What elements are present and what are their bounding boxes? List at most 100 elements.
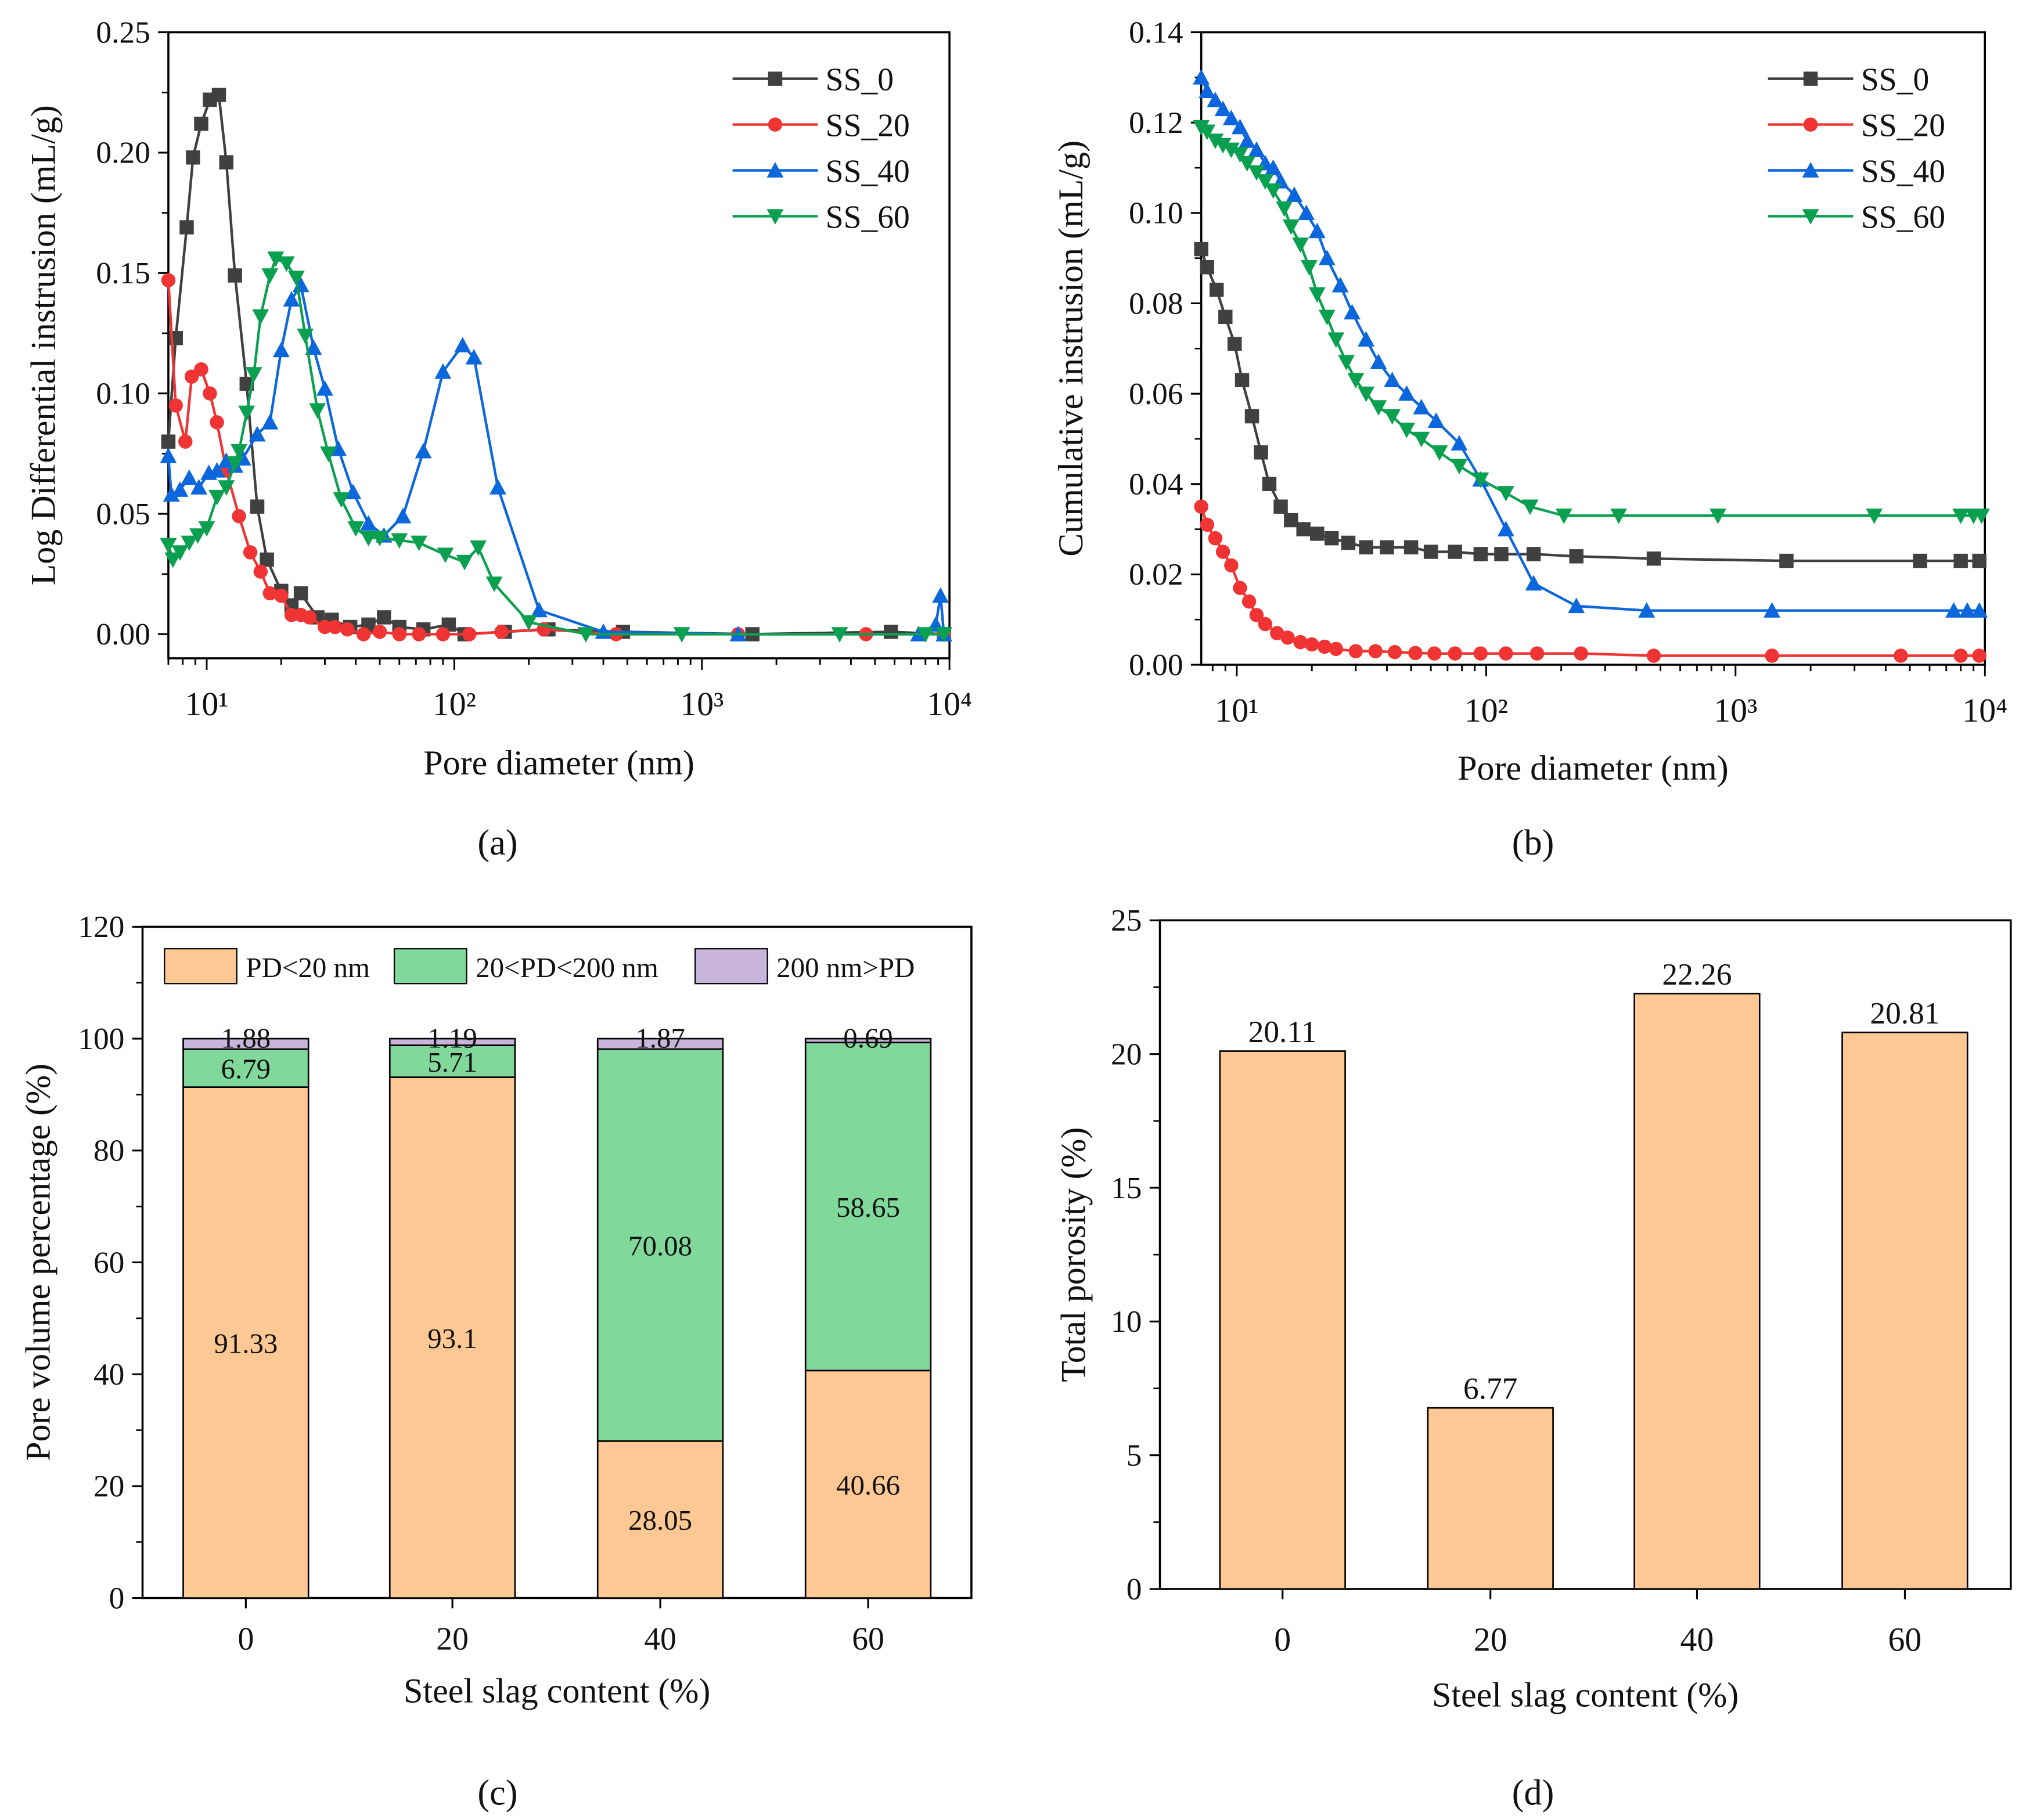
series-SS_20 bbox=[1194, 499, 1986, 663]
bar-stack: 40.66 58.65 0.69 bbox=[804, 1022, 932, 1599]
data-point bbox=[305, 339, 322, 355]
series-SS_40 bbox=[1193, 69, 1988, 618]
data-point bbox=[1276, 201, 1293, 217]
data-point bbox=[203, 386, 217, 401]
data-point bbox=[1280, 630, 1295, 645]
x-tick-label: 10³ bbox=[1714, 691, 1757, 729]
legend-label: SS_40 bbox=[826, 154, 910, 190]
data-point bbox=[1610, 509, 1628, 524]
data-point bbox=[412, 627, 426, 641]
bar-value-label: 91.33 bbox=[214, 1327, 278, 1359]
data-point bbox=[1262, 477, 1277, 492]
data-point bbox=[1348, 644, 1363, 658]
data-point bbox=[454, 337, 472, 352]
data-point bbox=[415, 442, 432, 459]
data-point bbox=[1646, 551, 1661, 566]
data-point bbox=[436, 627, 451, 641]
data-point bbox=[211, 88, 226, 102]
data-point bbox=[194, 116, 208, 131]
data-point bbox=[1473, 646, 1488, 661]
data-point bbox=[1646, 648, 1661, 663]
data-point bbox=[228, 268, 242, 283]
legend-label: SS_40 bbox=[1861, 154, 1945, 190]
data-point bbox=[1341, 535, 1356, 550]
data-point bbox=[489, 479, 506, 495]
bar-stack: 28.05 70.08 1.87 bbox=[596, 1022, 724, 1599]
data-point bbox=[316, 380, 333, 396]
y-tick-label: 20 bbox=[1111, 1036, 1142, 1071]
data-point bbox=[1971, 602, 1988, 618]
data-point bbox=[494, 625, 509, 639]
data-point bbox=[208, 489, 226, 506]
bar-value-label: 1.88 bbox=[221, 1022, 271, 1054]
bar bbox=[1219, 1050, 1346, 1590]
data-point bbox=[253, 564, 268, 579]
series-line bbox=[167, 257, 944, 636]
data-point bbox=[1248, 165, 1265, 181]
y-tick-label: 0.10 bbox=[96, 376, 150, 410]
data-point bbox=[218, 452, 235, 468]
data-point bbox=[1952, 509, 1970, 524]
x-tick-label: 0 bbox=[237, 1621, 254, 1657]
legend-marker bbox=[1802, 162, 1819, 178]
data-point bbox=[249, 426, 266, 442]
data-point bbox=[347, 521, 365, 537]
data-point bbox=[673, 627, 690, 643]
data-point bbox=[1235, 373, 1250, 388]
data-point bbox=[1972, 553, 1986, 568]
data-point bbox=[1448, 646, 1462, 661]
data-point bbox=[371, 531, 388, 547]
data-point bbox=[1215, 545, 1230, 559]
y-tick-label: 0.08 bbox=[1129, 286, 1183, 320]
data-point bbox=[1338, 355, 1355, 371]
bar bbox=[1427, 1407, 1554, 1590]
y-tick-label: 0.12 bbox=[1129, 105, 1183, 140]
legend-marker bbox=[1803, 117, 1818, 132]
data-point bbox=[232, 509, 246, 524]
data-point bbox=[377, 610, 391, 625]
data-point bbox=[1384, 372, 1401, 388]
bar-value-label: 70.08 bbox=[628, 1230, 692, 1262]
data-point bbox=[1258, 617, 1273, 632]
data-point bbox=[1265, 183, 1282, 199]
y-axis-title: Cumulative instrusion (mL/g) bbox=[1052, 140, 1090, 557]
data-point bbox=[1973, 509, 1991, 524]
legend-label: 20<PD<200 nm bbox=[476, 952, 658, 983]
x-tick-label: 20 bbox=[436, 1621, 469, 1657]
data-point bbox=[260, 552, 274, 567]
series-SS_60 bbox=[160, 251, 953, 643]
data-point bbox=[218, 480, 235, 496]
data-point bbox=[1241, 594, 1257, 609]
y-tick-label: 0.14 bbox=[1129, 15, 1183, 49]
data-point bbox=[1358, 386, 1375, 402]
bar-value-label: 93.1 bbox=[427, 1322, 477, 1354]
bar-segment bbox=[804, 1037, 932, 1044]
data-point bbox=[171, 545, 189, 561]
y-tick-label: 60 bbox=[93, 1245, 124, 1280]
data-point bbox=[219, 155, 233, 170]
data-point bbox=[1765, 648, 1779, 663]
data-point bbox=[1318, 309, 1336, 326]
data-point bbox=[1239, 132, 1256, 148]
bar-value-label: 0.69 bbox=[843, 1022, 893, 1054]
data-point bbox=[372, 625, 387, 639]
data-point bbox=[208, 462, 226, 478]
data-point bbox=[1292, 237, 1309, 253]
x-axis-title: Steel slag content (%) bbox=[404, 1672, 710, 1710]
data-point bbox=[1525, 575, 1542, 591]
data-point bbox=[1451, 435, 1468, 451]
data-point bbox=[356, 627, 371, 641]
legend-item: SS_0 bbox=[1768, 62, 1929, 98]
y-tick-label: 20 bbox=[93, 1469, 124, 1504]
data-point bbox=[1239, 156, 1256, 172]
data-point bbox=[245, 367, 262, 383]
data-point bbox=[1329, 641, 1344, 657]
y-tick-label: 0.10 bbox=[1129, 196, 1183, 230]
legend-label: SS_0 bbox=[826, 62, 894, 98]
data-point bbox=[577, 627, 595, 643]
data-point bbox=[261, 268, 279, 284]
data-point bbox=[1569, 549, 1583, 564]
data-point bbox=[1270, 626, 1284, 640]
data-point bbox=[1574, 646, 1588, 661]
